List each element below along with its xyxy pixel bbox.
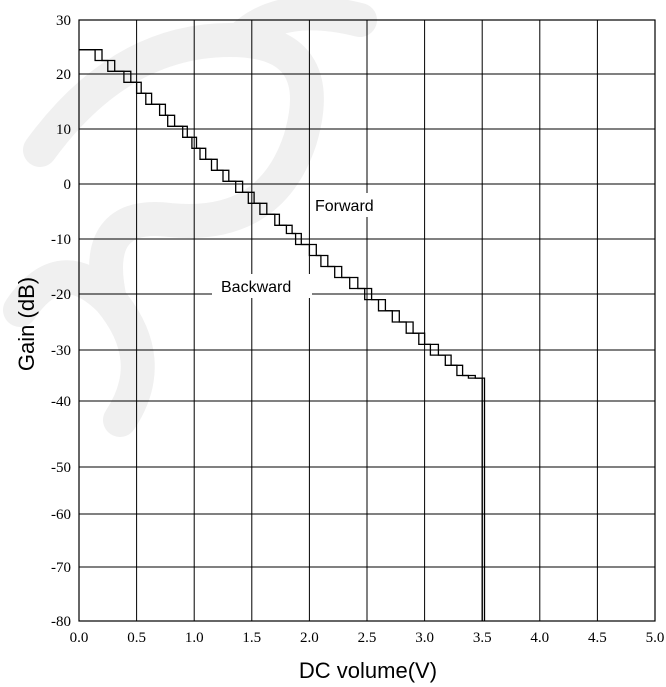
series-layer xyxy=(79,49,486,621)
x-tick-label: 4.0 xyxy=(530,630,549,646)
x-tick-label: 1.0 xyxy=(185,630,204,646)
x-tick-label: 1.5 xyxy=(242,630,261,646)
y-tick-label: 0 xyxy=(64,177,72,193)
y-tick-label: -20 xyxy=(51,287,71,303)
plot-frame xyxy=(78,19,656,622)
x-tick-label: 2.5 xyxy=(358,630,377,646)
y-tick-label: -50 xyxy=(51,460,71,476)
y-tick-label: -30 xyxy=(51,343,71,359)
y-tick-label: -60 xyxy=(51,507,71,523)
x-tick-label: 0.5 xyxy=(127,630,146,646)
y-tick-label: 20 xyxy=(56,67,71,83)
x-axis-ticks: 0.0 0.5 1.0 1.5 2.0 2.5 3.0 3.5 4.0 4.5 5.0 xyxy=(70,630,665,646)
x-tick-label: 5.0 xyxy=(646,630,665,646)
x-tick-label: 2.0 xyxy=(300,630,319,646)
backward-label: Backward xyxy=(221,279,291,296)
y-tick-label: 10 xyxy=(56,122,71,138)
y-axis-ticks: 30 20 10 0 -10 -20 -30 -40 -50 -60 -70 -80 xyxy=(51,13,71,630)
grid xyxy=(78,19,656,622)
y-tick-label: -70 xyxy=(51,560,71,576)
y-axis-title: Gain (dB) xyxy=(14,277,39,371)
y-tick-label: -40 xyxy=(51,394,71,410)
forward-label: Forward xyxy=(315,198,374,215)
y-tick-label: 30 xyxy=(56,13,71,29)
y-tick-label: -80 xyxy=(51,614,71,630)
x-tick-label: 3.0 xyxy=(415,630,434,646)
x-axis-title: DC volume(V) xyxy=(299,658,437,683)
backward-label-bg xyxy=(212,274,312,298)
x-tick-label: 0.0 xyxy=(70,630,89,646)
forward-label-bg xyxy=(311,193,391,217)
series-line-2 xyxy=(79,49,486,621)
x-tick-label: 3.5 xyxy=(473,630,492,646)
x-tick-label: 4.5 xyxy=(588,630,607,646)
y-tick-label: -10 xyxy=(51,232,71,248)
